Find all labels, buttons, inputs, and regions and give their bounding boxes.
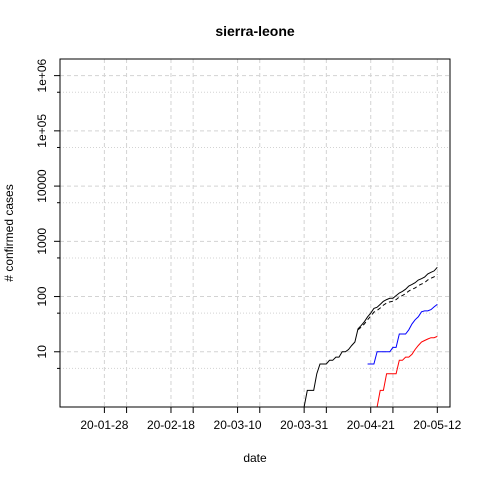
series-line-1 — [303, 266, 438, 408]
series-line-2 — [357, 273, 438, 331]
series-line-3 — [367, 304, 438, 365]
chart-title: sierra-leone — [215, 23, 295, 39]
y-tick-label: 1000 — [35, 228, 49, 255]
x-tick-label: 20-01-28 — [80, 418, 128, 432]
y-tick-label: 1e+05 — [35, 114, 49, 148]
series-line-4 — [376, 335, 438, 408]
x-tick-label: 20-03-10 — [214, 418, 262, 432]
y-tick-label: 10000 — [35, 169, 49, 203]
y-tick-label: 10 — [35, 345, 49, 359]
x-tick-label: 20-04-21 — [347, 418, 395, 432]
plot-frame — [59, 58, 451, 408]
y-axis-label: # confirmed cases — [2, 184, 16, 281]
y-tick-label: 100 — [35, 286, 49, 306]
x-tick-label: 20-05-12 — [413, 418, 461, 432]
x-tick-label: 20-02-18 — [147, 418, 195, 432]
y-tick-label: 1e+06 — [35, 58, 49, 92]
x-axis-label: date — [243, 451, 267, 465]
x-axis: 20-01-28 20-02-18 20-03-10 20-03-31 20-04-21… — [80, 406, 462, 432]
y-axis: 10 100 1000 10000 1e+05 1e+06 — [35, 58, 60, 369]
series-group — [303, 266, 438, 408]
x-tick-label: 20-03-31 — [280, 418, 328, 432]
grid — [60, 59, 450, 407]
